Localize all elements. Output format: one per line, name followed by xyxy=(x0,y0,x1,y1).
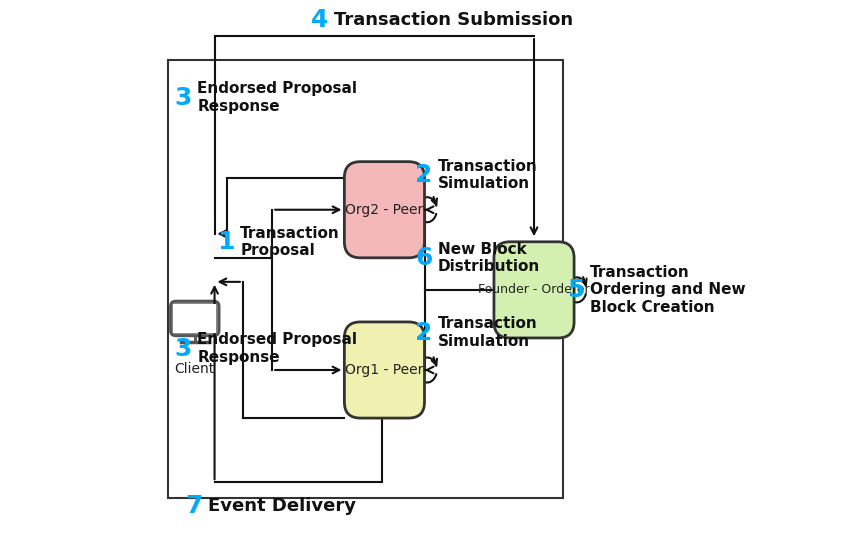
Text: Org2 - Peer: Org2 - Peer xyxy=(346,203,424,217)
Text: 3: 3 xyxy=(175,85,192,110)
Text: Event Delivery: Event Delivery xyxy=(208,497,356,515)
Text: 4: 4 xyxy=(311,8,329,32)
Text: 3: 3 xyxy=(175,337,192,361)
Text: 6: 6 xyxy=(415,246,432,270)
Text: Org1 - Peer: Org1 - Peer xyxy=(346,363,424,377)
FancyBboxPatch shape xyxy=(494,242,574,338)
Text: Transaction
Ordering and New
Block Creation: Transaction Ordering and New Block Creat… xyxy=(590,265,745,315)
Text: 5: 5 xyxy=(567,278,585,302)
Text: Founder - Orderer: Founder - Orderer xyxy=(478,284,590,296)
Text: 2: 2 xyxy=(415,321,432,345)
FancyBboxPatch shape xyxy=(173,304,216,333)
Text: Transaction
Simulation: Transaction Simulation xyxy=(438,316,537,349)
FancyBboxPatch shape xyxy=(171,301,219,336)
Text: Transaction
Simulation: Transaction Simulation xyxy=(438,159,537,191)
FancyBboxPatch shape xyxy=(345,322,424,418)
Text: Endorsed Proposal
Response: Endorsed Proposal Response xyxy=(198,332,357,365)
Text: Endorsed Proposal
Response: Endorsed Proposal Response xyxy=(198,81,357,114)
Text: Client: Client xyxy=(175,362,215,376)
Text: New Block
Distribution: New Block Distribution xyxy=(438,242,540,274)
Text: 2: 2 xyxy=(415,163,432,187)
Text: Transaction
Proposal: Transaction Proposal xyxy=(240,226,340,258)
Text: 1: 1 xyxy=(217,230,235,254)
Text: Transaction Submission: Transaction Submission xyxy=(334,11,573,29)
Text: 7: 7 xyxy=(185,494,203,518)
FancyBboxPatch shape xyxy=(345,162,424,258)
